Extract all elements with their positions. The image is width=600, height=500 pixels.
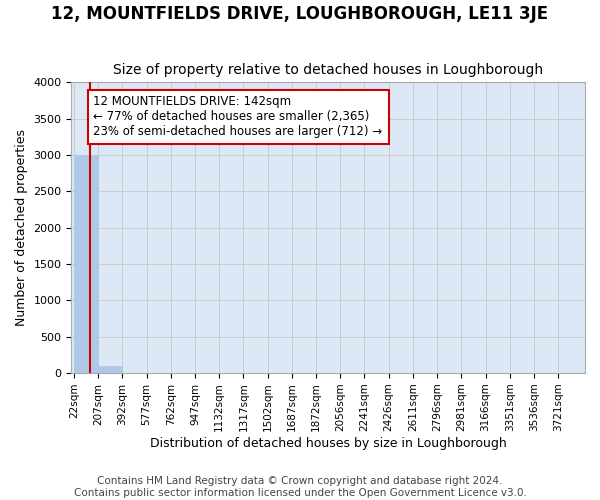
Y-axis label: Number of detached properties: Number of detached properties	[15, 129, 28, 326]
X-axis label: Distribution of detached houses by size in Loughborough: Distribution of detached houses by size …	[150, 437, 506, 450]
Text: 12, MOUNTFIELDS DRIVE, LOUGHBOROUGH, LE11 3JE: 12, MOUNTFIELDS DRIVE, LOUGHBOROUGH, LE1…	[52, 5, 548, 23]
Text: 12 MOUNTFIELDS DRIVE: 142sqm
← 77% of detached houses are smaller (2,365)
23% of: 12 MOUNTFIELDS DRIVE: 142sqm ← 77% of de…	[94, 96, 383, 138]
Title: Size of property relative to detached houses in Loughborough: Size of property relative to detached ho…	[113, 63, 543, 77]
Text: Contains HM Land Registry data © Crown copyright and database right 2024.
Contai: Contains HM Land Registry data © Crown c…	[74, 476, 526, 498]
Bar	[98, 366, 122, 373]
Bar	[74, 155, 98, 373]
